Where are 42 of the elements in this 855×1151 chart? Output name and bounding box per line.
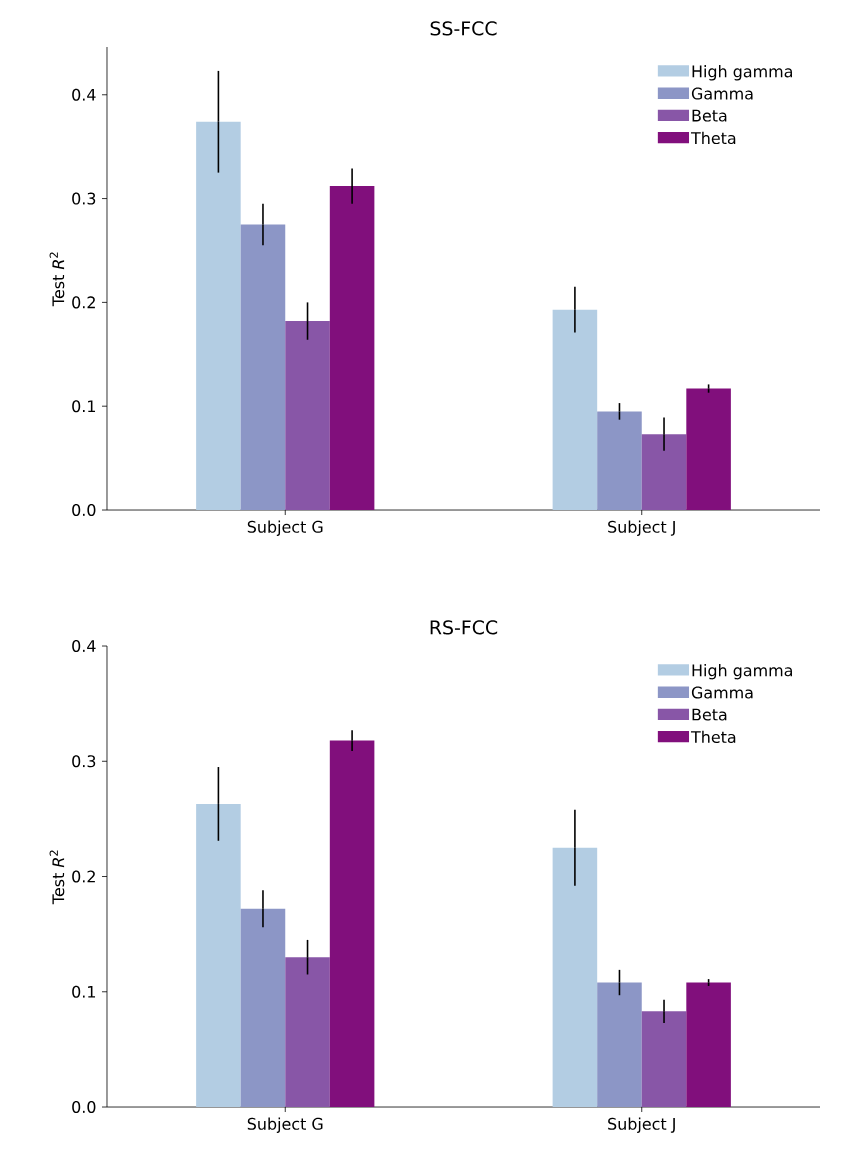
bar bbox=[285, 957, 330, 1108]
bar bbox=[686, 388, 731, 511]
legend-label: Gamma bbox=[691, 87, 753, 100]
y-tick-label: 0.1 bbox=[72, 400, 96, 413]
bar bbox=[641, 434, 687, 511]
legend-label: High gamma bbox=[692, 65, 792, 81]
y-tick-label: 0.2 bbox=[72, 870, 95, 883]
x-tick-label: Subject G bbox=[247, 1117, 323, 1133]
y-tick-label: 0.3 bbox=[72, 755, 96, 768]
y-tick-label: 0.0 bbox=[72, 1100, 96, 1114]
bar bbox=[196, 803, 241, 1108]
chart-title: RS-FCC bbox=[430, 620, 498, 635]
y-tick-label: 0.3 bbox=[72, 192, 96, 205]
y-tick-label: 0.0 bbox=[72, 503, 96, 517]
y-tick-label: 0.4 bbox=[72, 639, 96, 653]
bar bbox=[686, 982, 731, 1108]
chart-title: SS-FCC bbox=[430, 21, 497, 36]
bar bbox=[641, 1011, 687, 1108]
bar bbox=[597, 982, 642, 1108]
y-tick-label: 0.4 bbox=[72, 88, 96, 101]
bar bbox=[597, 411, 642, 511]
legend-label: High gamma bbox=[692, 664, 792, 680]
x-tick-label: Subject J bbox=[608, 1117, 675, 1133]
y-axis-title: Test R$^{2}$ bbox=[49, 850, 65, 905]
bar bbox=[329, 186, 375, 511]
legend-label: Theta bbox=[690, 131, 736, 145]
bar bbox=[196, 121, 241, 511]
legend-label: Beta bbox=[692, 708, 727, 721]
x-tick-label: Subject J bbox=[608, 520, 675, 536]
y-axis-title: Test R$^{2}$ bbox=[49, 252, 65, 307]
bar bbox=[552, 847, 598, 1108]
bar bbox=[285, 321, 330, 511]
y-tick-label: 0.1 bbox=[72, 985, 96, 998]
legend-label: Gamma bbox=[691, 686, 753, 699]
legend-label: Theta bbox=[690, 730, 736, 744]
x-tick-label: Subject G bbox=[247, 520, 323, 536]
bar bbox=[552, 309, 598, 511]
y-tick-label: 0.2 bbox=[72, 296, 95, 309]
legend-label: Beta bbox=[692, 109, 727, 122]
bar bbox=[240, 908, 286, 1108]
bar bbox=[329, 740, 375, 1108]
bar bbox=[240, 224, 286, 511]
